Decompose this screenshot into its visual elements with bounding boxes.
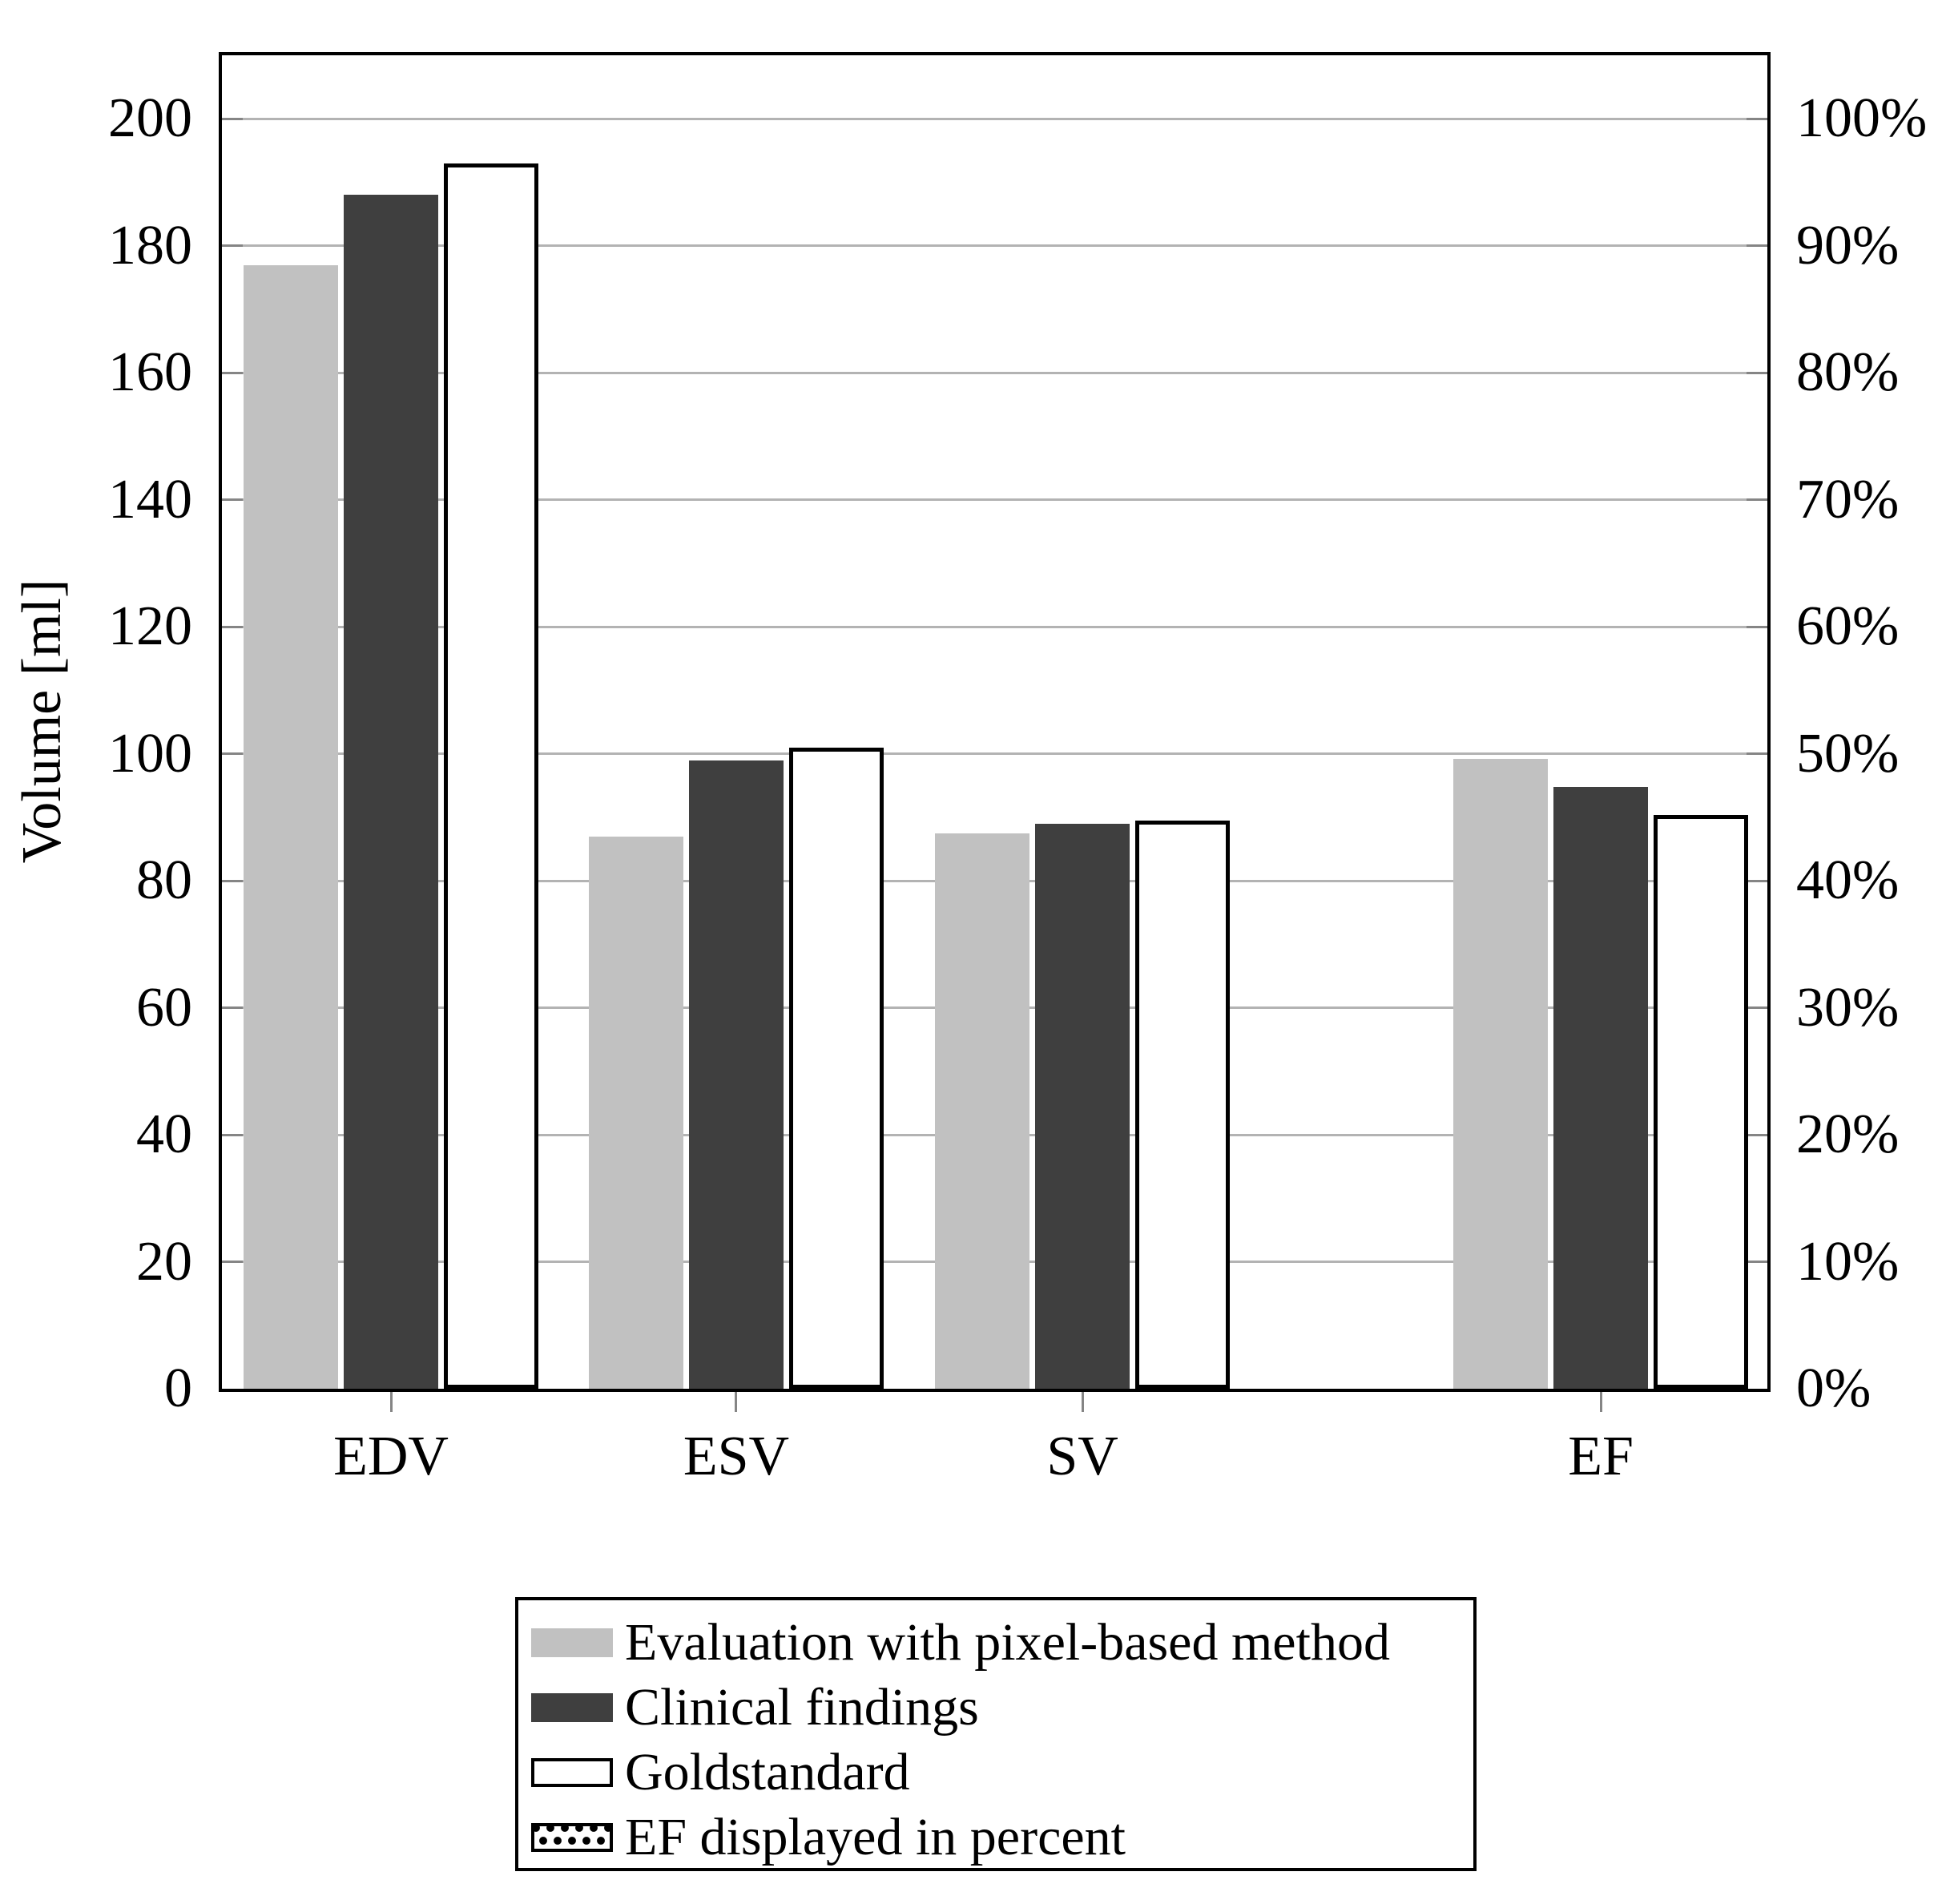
y-tick-label-left: 60 [136,976,192,1039]
y-tick-label-left: 80 [136,849,192,912]
x-tick [389,1392,393,1412]
y-tick-left [222,625,243,628]
gridline [222,752,1767,756]
x-tick [735,1392,738,1412]
y-tick-label-left: 40 [136,1103,192,1166]
bar-sv-series1 [1035,823,1130,1389]
y-tick-right [1747,498,1767,502]
legend-label-ef-percent: EF displayed in percent [625,1807,1126,1866]
y-tick-label-left: 20 [136,1230,192,1293]
y-tick-right [1747,1261,1767,1264]
x-tick-label: EDV [333,1426,449,1487]
y-tick-right [1747,879,1767,882]
x-tick [1081,1392,1084,1412]
y-tick-label-left: 180 [108,214,192,276]
gridline [222,117,1767,120]
y-tick-left [222,1006,243,1010]
y-tick-left [222,244,243,248]
y-tick-left [222,498,243,502]
bar-esv-series2 [788,747,884,1389]
bar-sv-series0 [935,833,1030,1389]
y-tick-label-right: 10% [1796,1230,1900,1293]
y-tick-label-left: 140 [108,468,192,530]
y-tick-label-left: 200 [108,87,192,150]
legend-label-goldstandard: Goldstandard [625,1742,910,1801]
legend-swatch-clinical-findings-icon [531,1692,613,1722]
y-tick-label-right: 0% [1796,1357,1872,1419]
y-tick-label-right: 20% [1796,1103,1900,1166]
y-tick-label-right: 30% [1796,976,1900,1039]
y-tick-label-right: 50% [1796,722,1900,785]
y-tick-label-left: 100 [108,722,192,785]
y-tick-label-right: 60% [1796,595,1900,658]
bar-edv-series0 [244,264,339,1389]
y-tick-right [1747,752,1767,756]
y-tick-left [222,1261,243,1264]
y-tick-right [1747,1006,1767,1010]
x-tick [1599,1392,1602,1412]
y-tick-label-left: 120 [108,595,192,658]
gridline [222,625,1767,628]
bar-esv-series0 [588,836,683,1389]
y-tick-label-right: 70% [1796,468,1900,530]
plot-area [219,52,1771,1392]
bar-ef-series0 [1453,758,1549,1389]
y-tick-left [222,371,243,374]
y-tick-right [1747,1133,1767,1136]
y-tick-label-right: 90% [1796,214,1900,276]
y-tick-right [1747,244,1767,248]
y-tick-left [222,879,243,882]
legend-entry-pixel-method: Evaluation with pixel-based method [531,1610,1473,1675]
bar-edv-series2 [444,163,539,1389]
y-tick-left [222,752,243,756]
legend-entry-ef-percent: EF displayed in percent [531,1805,1473,1870]
y-tick-label-right: 100% [1796,87,1928,150]
legend-label-pixel-method: Evaluation with pixel-based method [625,1612,1390,1672]
legend: Evaluation with pixel-based method Clini… [515,1597,1477,1871]
legend-label-clinical-findings: Clinical findings [625,1677,979,1737]
bar-edv-series1 [344,195,439,1389]
legend-entry-clinical-findings: Clinical findings [531,1675,1473,1740]
y-tick-left [222,117,243,120]
legend-swatch-pixel-method-icon [531,1628,613,1657]
bar-ef-series2 [1654,814,1749,1389]
y-tick-label-left: 160 [108,341,192,404]
x-tick-label: ESV [683,1426,790,1487]
bar-sv-series2 [1135,820,1231,1389]
y-tick-right [1747,371,1767,374]
legend-swatch-goldstandard-icon [531,1757,613,1787]
gridline [222,244,1767,248]
bar-ef-series1 [1553,786,1649,1389]
y-tick-right [1747,117,1767,120]
x-tick-label: EF [1568,1426,1634,1487]
gridline [222,498,1767,502]
gridline [222,371,1767,374]
bar-esv-series1 [688,760,784,1389]
x-tick-label: SV [1046,1426,1118,1487]
legend-swatch-ef-percent-icon [531,1822,613,1852]
y-tick-right [1747,625,1767,628]
y-tick-label-right: 40% [1796,849,1900,912]
legend-entry-goldstandard: Goldstandard [531,1740,1473,1805]
y-tick-left [222,1133,243,1136]
y-tick-label-right: 80% [1796,341,1900,404]
y-tick-label-left: 0 [164,1357,192,1419]
